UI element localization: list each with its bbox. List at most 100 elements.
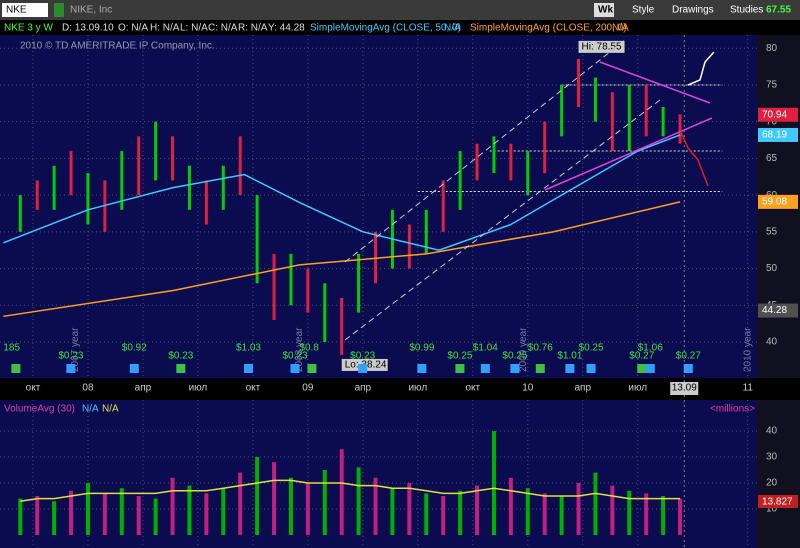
y-tick-label: 55 [766, 226, 778, 237]
event-icon [510, 364, 520, 373]
volume-last: 13.827 [762, 497, 793, 508]
volume-bar [610, 485, 615, 535]
event-label: $1.04 [473, 343, 498, 354]
volume-na: N/A [102, 404, 119, 415]
event-icon [417, 364, 427, 373]
hi-label: Hi: 78.55 [582, 42, 622, 53]
study-label: SimpleMovingAvg (CLOSE, 200, 0) [470, 23, 627, 34]
arrow-down [679, 129, 709, 187]
year-label: 2007 year [70, 327, 81, 372]
volume-bar [576, 483, 581, 535]
trend-line [544, 117, 713, 191]
study-line [3, 134, 681, 251]
y-tick-label: 80 [766, 43, 778, 54]
event-label: $0.27 [676, 351, 701, 362]
event-icon [358, 364, 368, 373]
symbol-box[interactable] [2, 3, 48, 17]
volume-bar [661, 496, 666, 535]
volume-bar [102, 493, 107, 535]
volume-bar [407, 483, 412, 535]
arrow-up [687, 51, 715, 86]
volume-bar [305, 483, 310, 535]
current-date-box [670, 382, 699, 395]
price-label-box [758, 107, 798, 122]
volume-title: VolumeAvg (30) [4, 404, 75, 415]
event-label: $1.06 [638, 343, 663, 354]
event-icon [586, 364, 596, 373]
volume-bar [441, 496, 446, 535]
event-icon [565, 364, 575, 373]
button[interactable]: Studies [730, 5, 763, 16]
y-tick-label: 65 [766, 153, 778, 164]
button[interactable]: Drawings [672, 5, 714, 16]
study-label: SimpleMovingAvg (CLOSE, 50, 0) [310, 23, 461, 34]
symbol[interactable]: NKE [6, 5, 27, 16]
price-label: 68.19 [762, 130, 787, 141]
copyright: 2010 © TD AMERITRADE IP Company, Inc. [20, 41, 215, 52]
event-label: $0.25 [447, 351, 472, 362]
event-label: $0.23 [350, 351, 375, 362]
info-field: D: 13.09.10 [62, 23, 114, 34]
current-date: 13.09 [672, 383, 697, 394]
info-field: H: N/A [150, 23, 180, 34]
volume-bar [542, 493, 547, 535]
x-tick-label: окт [26, 383, 41, 394]
trend-line [599, 61, 711, 104]
volume-bar [272, 462, 277, 535]
y-tick-label: 50 [766, 263, 778, 274]
volume-bar [187, 485, 192, 535]
event-icon [535, 364, 545, 373]
volume-bar [458, 490, 463, 535]
volume-bar [204, 493, 209, 535]
study-label: N/A [444, 23, 461, 34]
volume-bar [322, 470, 327, 535]
info-field: L: N/A [180, 23, 208, 34]
period-box[interactable] [594, 3, 614, 17]
volume-bar [373, 477, 378, 535]
event-label: $0.23 [168, 351, 193, 362]
volume-tick-label: 30 [766, 452, 778, 463]
event-label: $0.76 [528, 343, 553, 354]
price-label-box [758, 194, 798, 209]
volume-pane [0, 400, 757, 548]
price-label-box [758, 127, 798, 142]
event-icon [307, 364, 317, 373]
volume-bar [390, 488, 395, 535]
event-label: $1.01 [557, 351, 582, 362]
last-price: 67.55 [766, 5, 791, 16]
event-icon [455, 364, 465, 373]
x-tick-label: апр [135, 383, 152, 394]
button[interactable]: Style [632, 5, 655, 16]
volume-bar [85, 483, 90, 535]
event-label: $1.03 [236, 343, 261, 354]
volume-axis [757, 400, 800, 548]
event-label: $0.25 [502, 351, 527, 362]
volume-bar [475, 485, 480, 535]
x-tick-label: апр [355, 383, 372, 394]
price-label-box [758, 303, 798, 318]
time-axis [0, 378, 800, 398]
period[interactable]: Wk [598, 5, 613, 16]
info-bar [0, 20, 800, 35]
symbol-icon [54, 3, 64, 17]
study-label: N/A [612, 23, 629, 34]
info-field: R: N/A [238, 23, 268, 34]
x-tick-label: 10 [522, 383, 534, 394]
event-label: 185 [3, 343, 20, 354]
info-field: O: N/A [118, 23, 148, 34]
info-field: Y: 44.28 [268, 23, 305, 34]
year-label: 2010 year [742, 327, 753, 372]
volume-bar [627, 490, 632, 535]
volume-bar [356, 467, 361, 535]
volume-bar [136, 496, 141, 535]
x-tick-label: апр [574, 383, 591, 394]
event-icon [176, 364, 186, 373]
event-label: $0.99 [409, 343, 434, 354]
price-pane [0, 35, 757, 378]
x-tick-label: июл [189, 383, 208, 394]
event-icon [243, 364, 253, 373]
volume-bar [424, 493, 429, 535]
info-field: C: N/A [208, 23, 238, 34]
